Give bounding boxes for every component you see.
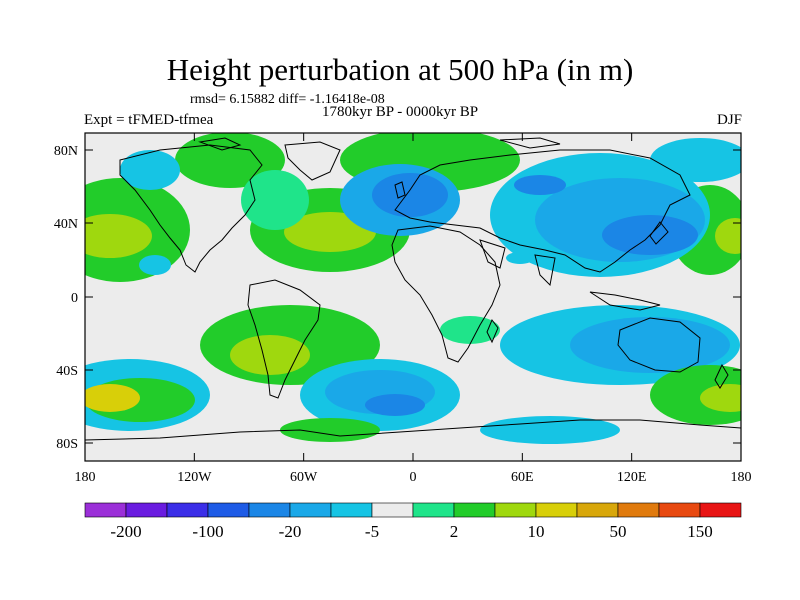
colorbar-label: -200 [110, 522, 141, 541]
colorbar-swatch [699, 502, 742, 518]
colorbar-label: 2 [450, 522, 459, 541]
experiment-label: Expt = tFMED-tfmea [84, 112, 214, 128]
colorbar-swatch [371, 502, 414, 518]
colorbar-label: 10 [528, 522, 545, 541]
plot-title: Height perturbation at 500 hPa (in m) [166, 52, 634, 87]
latitude-axis: 80N 40N 0 40S 80S [54, 144, 741, 452]
colorbar-swatch [289, 502, 332, 518]
lat-tick-label: 0 [71, 291, 78, 306]
lon-tick-label: 0 [410, 470, 417, 485]
colorbar-swatch [617, 502, 660, 518]
colorbar-swatch [248, 502, 291, 518]
colorbar [84, 502, 742, 518]
colorbar-swatch [453, 502, 496, 518]
colorbar-labels: -200 -100 -20 -5 2 10 50 150 [110, 522, 712, 541]
lat-tick-label: 80S [56, 437, 78, 452]
lat-tick-label: 40S [56, 364, 78, 379]
colorbar-swatch [576, 502, 619, 518]
lon-tick-label: 120W [177, 470, 212, 485]
lon-tick-label: 180 [731, 470, 752, 485]
colorbar-swatch [125, 502, 168, 518]
colorbar-label: -5 [365, 522, 379, 541]
lon-tick-label: 180 [75, 470, 96, 485]
colorbar-label: -100 [192, 522, 223, 541]
colorbar-swatch [535, 502, 578, 518]
colorbar-label: -20 [279, 522, 302, 541]
lon-tick-label: 60W [290, 470, 318, 485]
stats-line: rmsd= 6.15882 diff= -1.16418e-08 [190, 92, 385, 107]
colorbar-swatch [330, 502, 373, 518]
colorbar-swatch [166, 502, 209, 518]
lat-tick-label: 40N [54, 217, 78, 232]
lon-tick-label: 60E [511, 470, 534, 485]
colorbar-label: 150 [687, 522, 713, 541]
colorbar-swatch [84, 502, 127, 518]
period-label: 1780kyr BP - 0000kyr BP [322, 104, 479, 120]
lat-tick-label: 80N [54, 144, 78, 159]
longitude-axis: 180 120W 60W 0 60E 120E 180 [75, 133, 752, 485]
colorbar-swatch [412, 502, 455, 518]
coastlines [85, 137, 741, 441]
season-label: DJF [716, 112, 742, 128]
colorbar-swatch [494, 502, 537, 518]
colorbar-swatch [658, 502, 701, 518]
colorbar-swatch [207, 502, 250, 518]
colorbar-label: 50 [610, 522, 627, 541]
lon-tick-label: 120E [617, 470, 647, 485]
